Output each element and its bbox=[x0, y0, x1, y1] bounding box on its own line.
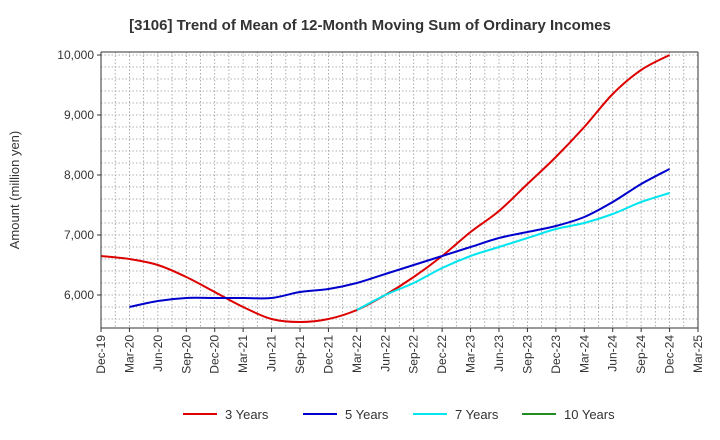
x-tick-label: Dec-20 bbox=[208, 335, 222, 374]
series-lines bbox=[100, 54, 671, 323]
x-tick-label: Dec-23 bbox=[549, 335, 563, 374]
legend-label-10-years: 10 Years bbox=[564, 407, 615, 422]
x-tick-label: Dec-19 bbox=[94, 335, 108, 374]
x-tick-label: Mar-22 bbox=[350, 335, 364, 373]
y-tick-label: 10,000 bbox=[57, 48, 94, 62]
grid bbox=[100, 52, 699, 328]
legend-label-5-years: 5 Years bbox=[345, 407, 389, 422]
x-tick-label: Jun-23 bbox=[492, 335, 506, 372]
x-tick-label: Sep-24 bbox=[634, 335, 648, 374]
x-tick-label: Mar-25 bbox=[691, 335, 705, 373]
x-tick-label: Jun-24 bbox=[606, 335, 620, 372]
x-tick-label: Sep-20 bbox=[179, 335, 193, 374]
x-tick-label: Mar-24 bbox=[577, 335, 591, 373]
x-tick-label: Mar-21 bbox=[236, 335, 250, 373]
y-tick-label: 8,000 bbox=[64, 168, 94, 182]
chart-title: [3106] Trend of Mean of 12-Month Moving … bbox=[129, 17, 611, 34]
x-axis-ticks: Dec-19 Mar-20 Jun-20 Sep-20 Dec-20 Mar-21 Jun-… bbox=[94, 328, 705, 374]
x-tick-label: Dec-24 bbox=[663, 335, 677, 374]
legend: 3 Years 5 Years 7 Years 10 Years bbox=[183, 407, 615, 422]
x-tick-label: Sep-23 bbox=[520, 335, 534, 374]
y-tick-label: 6,000 bbox=[64, 288, 94, 302]
x-tick-label: Dec-21 bbox=[321, 335, 335, 374]
y-axis-ticks: 6,000 7,000 8,000 9,000 10,000 bbox=[57, 48, 101, 302]
x-tick-label: Dec-22 bbox=[435, 335, 449, 374]
x-tick-label: Mar-23 bbox=[464, 335, 478, 373]
x-tick-label: Jun-22 bbox=[378, 335, 392, 372]
y-tick-label: 7,000 bbox=[64, 228, 94, 242]
x-tick-label: Jun-20 bbox=[151, 335, 165, 372]
series-line-7-years bbox=[356, 192, 670, 311]
x-tick-label: Mar-20 bbox=[122, 335, 136, 373]
y-axis-label: Amount (million yen) bbox=[7, 131, 22, 250]
x-tick-label: Sep-22 bbox=[407, 335, 421, 374]
series-line-5-years bbox=[129, 168, 671, 308]
y-tick-label: 9,000 bbox=[64, 108, 94, 122]
x-tick-label: Jun-21 bbox=[265, 335, 279, 372]
legend-label-7-years: 7 Years bbox=[455, 407, 499, 422]
legend-label-3-years: 3 Years bbox=[225, 407, 269, 422]
x-tick-label: Sep-21 bbox=[293, 335, 307, 374]
